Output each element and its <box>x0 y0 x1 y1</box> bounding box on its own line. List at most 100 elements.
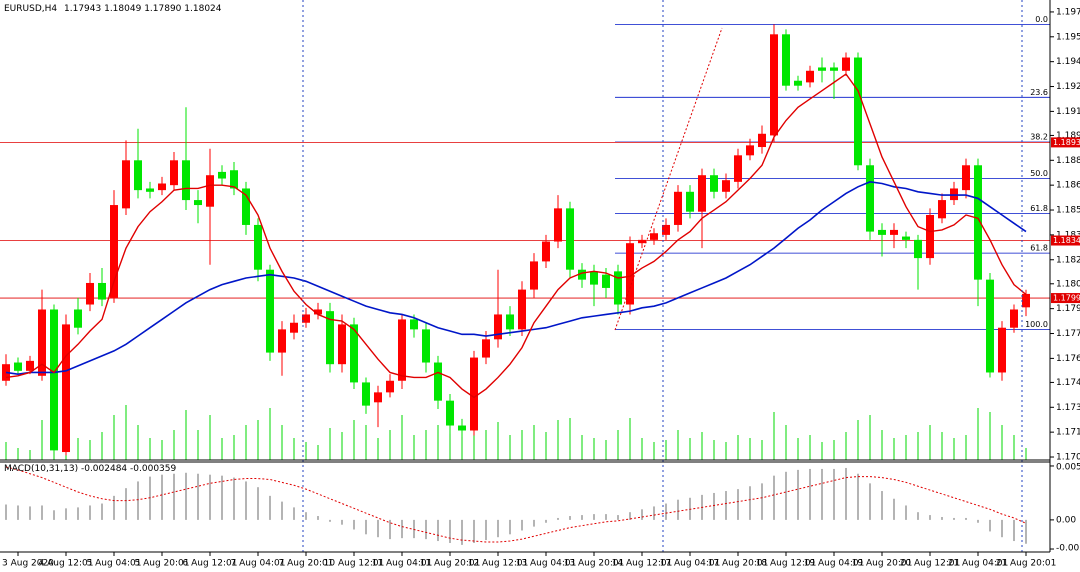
x-tick-label: 5 Aug 04:01 <box>87 559 142 569</box>
ma-slow <box>5 181 1027 375</box>
candle-body <box>86 282 94 305</box>
fib-label: 23.6 <box>1030 88 1048 97</box>
header-close: 1.18024 <box>184 4 221 14</box>
candle-body <box>782 34 790 86</box>
candle-body <box>50 309 58 451</box>
y-tick-label: 1.17490 <box>1056 378 1080 388</box>
candle-body <box>626 243 634 305</box>
y-tick-label: 1.17340 <box>1056 403 1080 413</box>
candle-body <box>1010 309 1018 328</box>
candle-body <box>1022 293 1030 308</box>
candle-body <box>494 314 502 340</box>
macd-title: MACD(10,31,13) <box>4 464 78 474</box>
candle-body <box>338 324 346 365</box>
candle-body <box>710 175 718 192</box>
candle-body <box>578 269 586 280</box>
candle-body <box>2 364 10 381</box>
x-tick-label: 12 Aug 12:01 <box>468 559 529 569</box>
candle-body <box>794 80 802 86</box>
candle-body <box>170 160 178 186</box>
fib-label: 61.8 <box>1030 204 1048 213</box>
price-line-label: 1.18346 <box>1053 236 1080 245</box>
candle-body <box>74 309 82 328</box>
y-tick-label: 1.18380 <box>1056 230 1080 240</box>
plot-area: 0.0 23.6 38.2 50.0 61.8 61.8 100.0 <box>0 15 1050 545</box>
y-tick-label: 1.18085 <box>1056 279 1080 289</box>
x-tick-label: 21 Aug 04:01 <box>948 559 1009 569</box>
y-tick-label: 1.19125 <box>1056 107 1080 117</box>
candle-body <box>278 329 286 353</box>
candle-body <box>686 191 694 212</box>
candle-body <box>974 165 982 280</box>
y-tick-label: 1.18680 <box>1056 181 1080 191</box>
x-tick-label: 18 Aug 12:01 <box>756 559 817 569</box>
candle-body <box>398 319 406 381</box>
candle-body <box>62 324 70 453</box>
x-tick-label: 21 Aug 20:01 <box>996 559 1057 569</box>
candle-body <box>350 324 358 383</box>
candle-body <box>194 200 202 206</box>
chart-header: EURUSD,H4 1.17943 1.18049 1.17890 1.1802… <box>4 4 222 14</box>
candle-body <box>770 34 778 136</box>
candle-body <box>998 327 1006 373</box>
x-tick-label: 19 Aug 04:01 <box>804 559 865 569</box>
y-tick-label: 1.17785 <box>1056 329 1080 339</box>
candle-body <box>650 233 658 240</box>
macd-signal <box>5 466 1027 543</box>
price-line-label: 1.17999 <box>1053 294 1080 303</box>
candle-body <box>830 67 838 71</box>
candle-body <box>962 165 970 191</box>
candle-body <box>182 160 190 201</box>
candle-body <box>410 319 418 330</box>
candle-body <box>554 208 562 242</box>
candle-body <box>614 271 622 305</box>
x-tick-label: 11 Aug 04:01 <box>372 559 433 569</box>
candle-body <box>734 155 742 182</box>
x-tick-label: 5 Aug 20:01 <box>135 559 190 569</box>
candle-body <box>290 322 298 333</box>
candle-body <box>314 309 322 315</box>
candle-body <box>422 329 430 363</box>
candle-body <box>26 360 34 371</box>
price-line-label: 1.18938 <box>1053 138 1080 147</box>
x-tick-label: 10 Aug 12:01 <box>324 559 385 569</box>
candle-body <box>914 239 922 259</box>
candle-body <box>434 362 442 401</box>
candle-body <box>158 183 166 191</box>
y-tick-label: 1.17935 <box>1056 304 1080 314</box>
candle-body <box>722 180 730 192</box>
candle-body <box>806 70 814 83</box>
fib-label: 38.2 <box>1030 133 1048 142</box>
candle-body <box>758 133 766 148</box>
price-line-tag <box>1051 235 1080 246</box>
header-open: 1.17943 <box>64 4 101 14</box>
x-tick-label: 13 Aug 20:01 <box>564 559 625 569</box>
candle-body <box>674 191 682 225</box>
candle-body <box>842 57 850 71</box>
x-tick-label: 3 Aug 2020 <box>2 559 54 569</box>
y-tick-label: 1.19425 <box>1056 57 1080 67</box>
ma-fast <box>5 73 1027 399</box>
header-high: 1.18049 <box>104 4 141 14</box>
macd-signal-last: -0.000359 <box>130 464 176 474</box>
header-low: 1.17890 <box>144 4 181 14</box>
y-tick-label: 1.17040 <box>1056 453 1080 463</box>
candle-body <box>542 241 550 262</box>
macd-header: MACD(10,31,13) -0.002484 -0.000359 <box>4 464 177 474</box>
candle-body <box>302 314 310 323</box>
candle-body <box>458 425 466 431</box>
y-tick-label: 1.18530 <box>1056 206 1080 216</box>
x-tick-label: 11 Aug 20:01 <box>420 559 481 569</box>
x-tick-label: 7 Aug 20:01 <box>279 559 334 569</box>
candle-body <box>638 239 646 244</box>
candle-body <box>890 229 898 235</box>
candle-body <box>14 362 22 371</box>
candle-body <box>866 165 874 232</box>
price-line-tag <box>1051 137 1080 148</box>
candle-body <box>530 261 538 290</box>
y-tick-label: 1.18980 <box>1056 131 1080 141</box>
x-tick-label: 19 Aug 20:01 <box>852 559 913 569</box>
candle-body <box>134 160 142 191</box>
x-tick-label: 13 Aug 04:01 <box>516 559 577 569</box>
